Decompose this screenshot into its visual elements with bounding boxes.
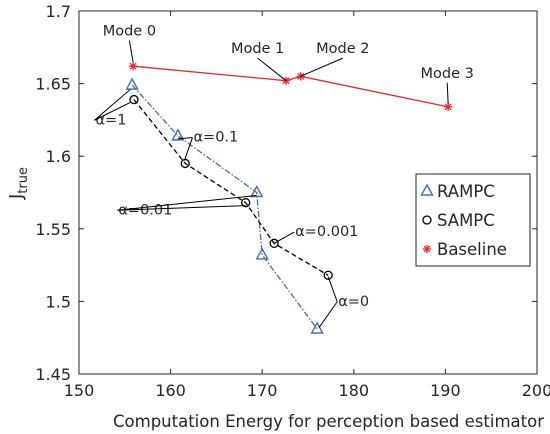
legend-marker-baseline — [422, 244, 432, 254]
annotation: α=0 — [318, 276, 369, 328]
legend-item-sampc: SAMPC — [422, 211, 495, 230]
annotation: Mode 2 — [300, 41, 369, 77]
annotation-leader — [177, 137, 193, 140]
legend-label-rampc: RAMPC — [437, 182, 495, 201]
annotation: α=0.01 — [117, 194, 257, 218]
y-tick-label: 1.65 — [35, 75, 71, 94]
data-point-rampc — [255, 247, 269, 260]
annotation-leader — [117, 205, 246, 211]
annotation-leader — [273, 231, 295, 244]
y-axis-label-subscript: true — [16, 167, 31, 194]
annotation-leader — [94, 102, 131, 121]
data-point-baseline — [128, 61, 138, 71]
y-axis-label: Jtrue — [6, 167, 31, 200]
data-point-sampc — [323, 270, 333, 280]
legend-item-baseline: Baseline — [422, 240, 507, 259]
annotation: Mode 3 — [421, 66, 474, 104]
legend-label-sampc: SAMPC — [437, 211, 495, 230]
legend-item-rampc: RAMPC — [420, 182, 495, 201]
data-point-sampc — [129, 94, 139, 105]
annotation-label: Mode 0 — [103, 24, 156, 40]
y-axis-label-main: J — [6, 194, 27, 200]
annotation-leader — [257, 57, 287, 82]
x-tick-label: 160 — [155, 381, 186, 400]
data-point-rampc — [171, 128, 185, 141]
x-tick-label: 150 — [64, 381, 95, 400]
series-sampc — [129, 94, 333, 280]
x-tick-label: 200 — [522, 381, 550, 400]
y-tick-label: 1.5 — [46, 292, 71, 311]
legend: RAMPC SAMPC Baseline — [415, 173, 531, 267]
annotation-leader — [128, 40, 134, 62]
series-line-baseline — [132, 65, 449, 108]
series-baseline — [128, 61, 453, 112]
axes-frame — [78, 10, 538, 375]
annotation: Mode 1 — [231, 41, 287, 82]
annotation-label: Mode 3 — [421, 66, 474, 82]
x-axis-label: Computation Energy for perception based … — [113, 412, 550, 431]
annotation-leader — [318, 301, 338, 328]
data-point-sampc — [269, 238, 279, 248]
annotation-leader — [94, 89, 131, 121]
data-point-rampc — [310, 321, 324, 334]
legend-box — [415, 173, 531, 267]
series-line-sampc — [133, 99, 329, 276]
axes-box — [78, 10, 538, 375]
annotation: Mode 0 — [103, 24, 156, 62]
y-tick-label: 1.45 — [35, 365, 71, 384]
data-point-rampc — [250, 185, 264, 198]
x-axis: 150 160 170 180 190 200 — [64, 11, 550, 400]
y-tick-label: 1.6 — [46, 147, 71, 166]
annotation-leader — [183, 137, 193, 161]
legend-marker-sampc — [422, 215, 432, 225]
x-tick-label: 190 — [430, 381, 461, 400]
series-line-rampc — [131, 84, 318, 330]
annotation-label: α=1 — [95, 112, 126, 128]
annotation-label: α=0 — [338, 294, 369, 310]
x-tick-label: 170 — [247, 381, 278, 400]
series-rampc — [125, 77, 324, 334]
annotation-leader — [327, 276, 338, 302]
annotation-leader — [446, 82, 449, 104]
plot-area — [125, 61, 453, 334]
annotation-label: Mode 2 — [316, 41, 369, 57]
annotation-label: α=0.001 — [295, 224, 358, 240]
annotation: α=1 — [94, 89, 131, 128]
legend-marker-rampc — [420, 183, 434, 196]
annotation-leader — [300, 57, 344, 77]
data-point-baseline — [443, 102, 453, 112]
x-tick-label: 180 — [339, 381, 370, 400]
y-tick-label: 1.7 — [46, 2, 71, 21]
y-axis: 1.45 1.5 1.55 1.6 1.65 1.7 — [35, 2, 537, 384]
y-tick-label: 1.55 — [35, 220, 71, 239]
data-point-sampc — [241, 198, 251, 208]
annotation: α=0.1 — [177, 130, 239, 161]
data-point-rampc — [125, 77, 139, 90]
annotations: Mode 0 Mode 1 Mode 2 Mode 3 α=1 α=0.1 α=0.01 α=… — [94, 24, 474, 328]
annotation-leader — [117, 194, 257, 211]
legend-label-baseline: Baseline — [437, 240, 507, 259]
annotation-label: α=0.1 — [194, 130, 239, 146]
annotation: α=0.001 — [273, 224, 358, 244]
annotation-label: Mode 1 — [231, 41, 284, 57]
